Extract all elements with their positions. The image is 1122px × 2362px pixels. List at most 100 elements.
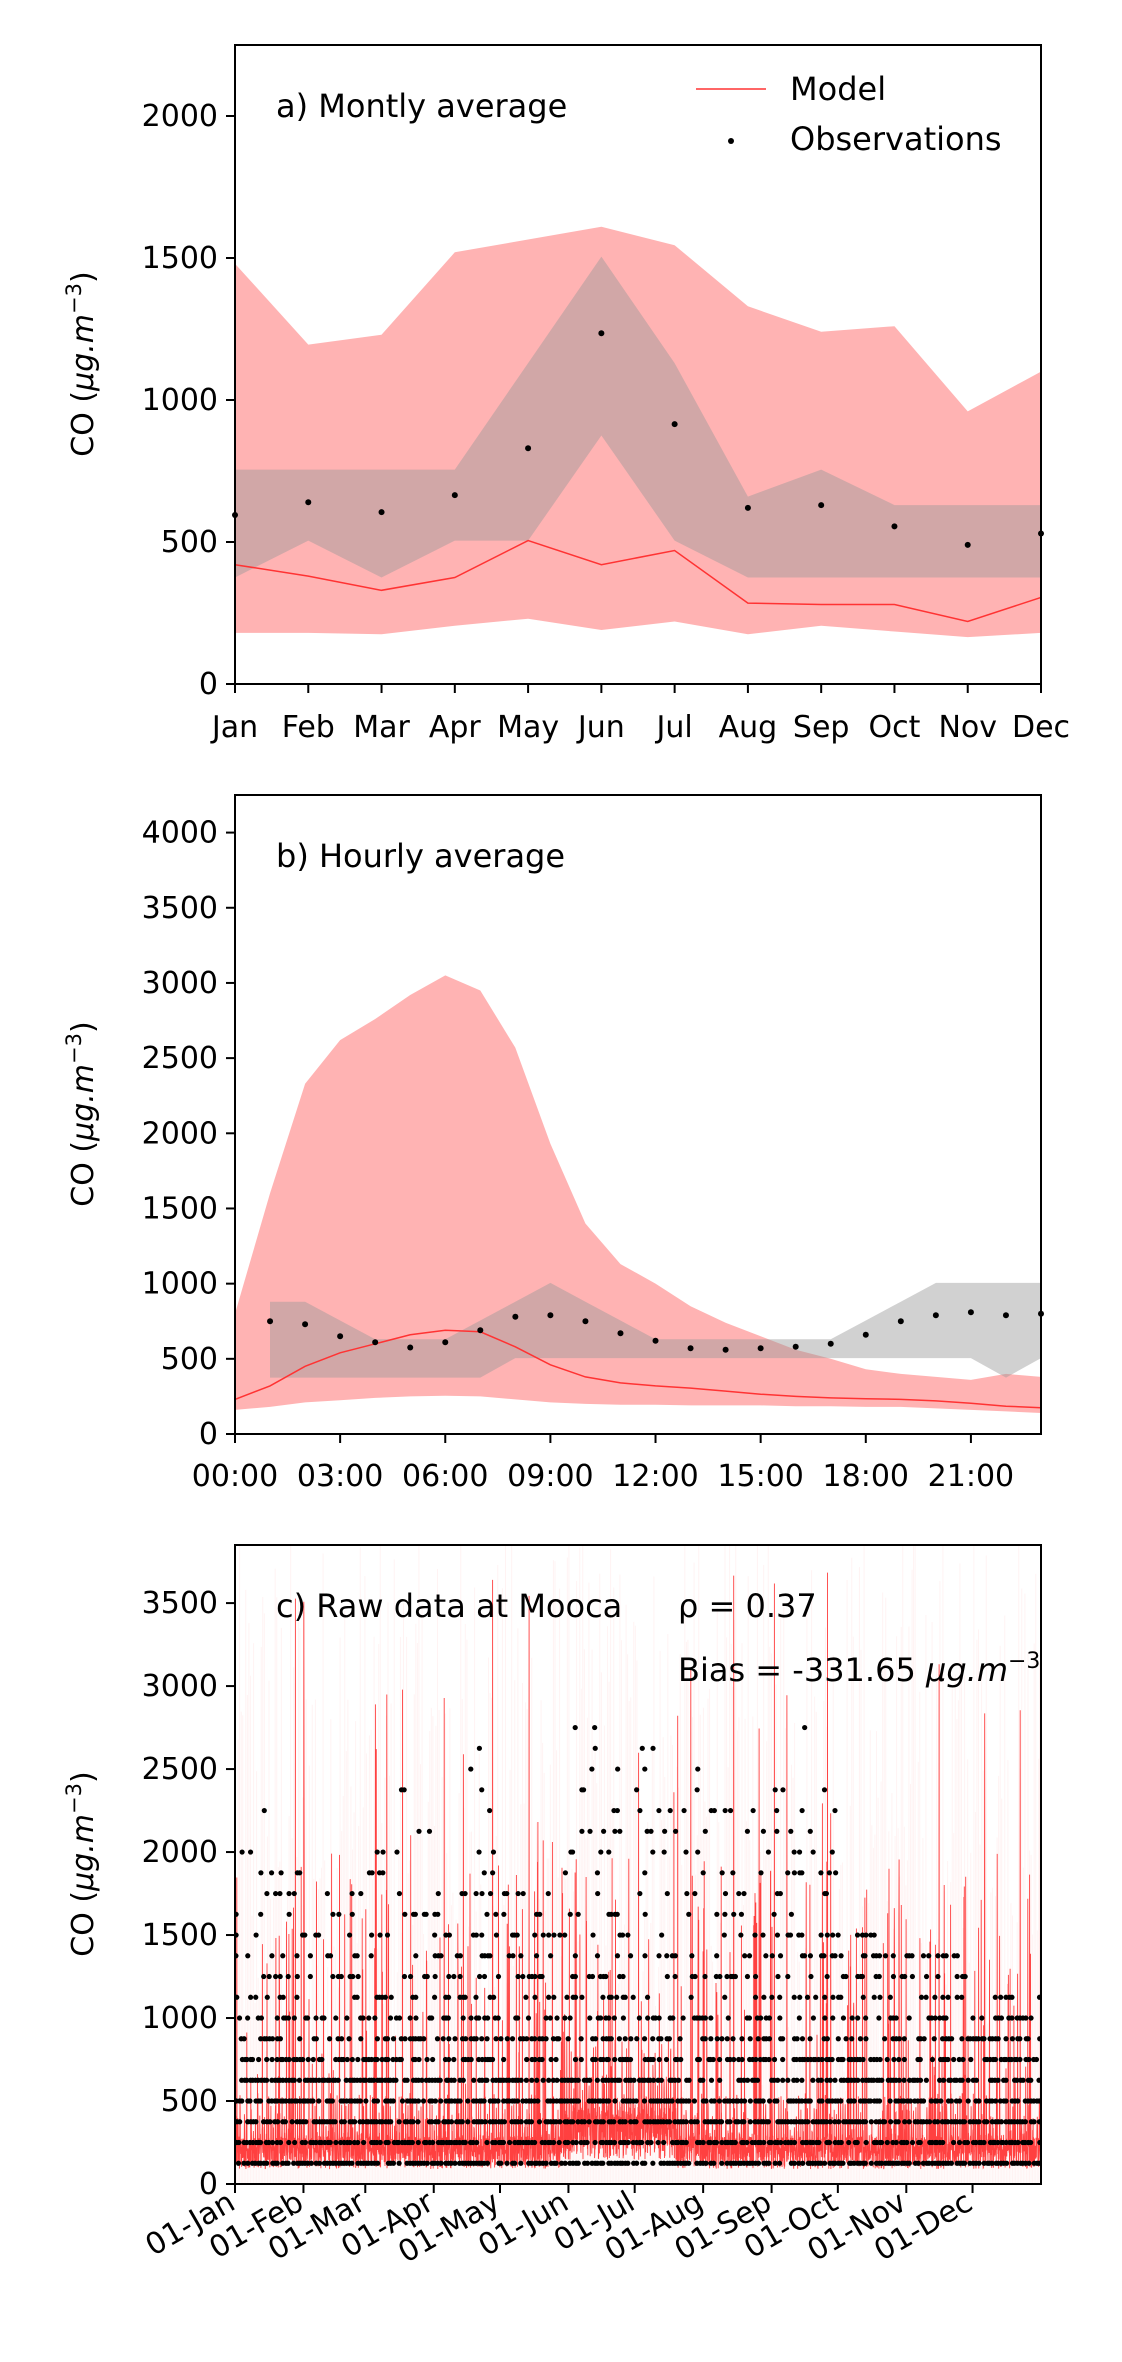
observation-point xyxy=(755,2160,762,2166)
observation-point xyxy=(760,1828,767,1834)
observation-point xyxy=(330,1973,336,1980)
observation-point xyxy=(714,1953,720,1959)
observation-point xyxy=(592,2139,598,2146)
observation-point xyxy=(407,2015,413,2021)
observation-point xyxy=(313,2015,319,2021)
observation-point xyxy=(727,2119,733,2125)
observation-point xyxy=(385,2139,391,2146)
y-tick-label: 2000 xyxy=(142,1116,218,1151)
observation-point xyxy=(833,1870,839,1876)
observation-point xyxy=(961,2119,968,2125)
observation-point xyxy=(727,1807,734,1814)
observation-point xyxy=(545,1890,551,1897)
observation-point xyxy=(822,2015,828,2021)
observation-point xyxy=(277,2139,284,2146)
observation-point xyxy=(236,2015,243,2021)
observation-point xyxy=(419,2077,425,2083)
observation-point xyxy=(769,1994,775,2000)
observation-point xyxy=(550,2139,557,2146)
observation-point xyxy=(476,2015,482,2021)
observation-point xyxy=(909,2139,916,2146)
observation-point xyxy=(402,1911,408,1917)
x-tick-label: 09:00 xyxy=(507,1459,593,1494)
observation-point xyxy=(951,2056,957,2063)
observation-point xyxy=(241,2036,247,2042)
observation-point xyxy=(768,2139,774,2146)
observation-point xyxy=(244,2056,250,2063)
observation-point xyxy=(567,1911,573,1917)
observation-point xyxy=(964,541,971,548)
observation-point xyxy=(273,1973,279,1980)
observation-point xyxy=(592,1745,598,1751)
y-tick-label: 1000 xyxy=(142,1267,218,1302)
observation-point xyxy=(738,1932,744,1938)
observation-point xyxy=(799,1807,805,1814)
observation-point xyxy=(625,1932,631,1938)
observation-point xyxy=(902,2119,908,2125)
y-tick-label: 1000 xyxy=(142,2001,218,2036)
observation-point xyxy=(440,2036,446,2042)
observation-point xyxy=(477,1327,484,1334)
y-tick-label: 2500 xyxy=(142,1041,218,1076)
ylabel-exponent: −3 xyxy=(62,1783,86,1814)
observation-point xyxy=(882,2036,888,2042)
observation-point xyxy=(810,2015,817,2021)
observation-point xyxy=(851,2160,857,2166)
observation-point xyxy=(536,2119,543,2125)
observation-point xyxy=(501,2056,507,2063)
observation-point xyxy=(506,2077,512,2083)
observation-point xyxy=(457,1973,463,1980)
observation-point xyxy=(445,1994,452,2000)
observation-point xyxy=(838,2098,844,2104)
observation-point xyxy=(713,2119,719,2125)
observation-point xyxy=(692,1973,698,1980)
observation-point xyxy=(876,1953,883,1959)
observation-point xyxy=(524,2036,530,2042)
observation-point xyxy=(998,2119,1005,2125)
observation-point xyxy=(249,2056,256,2063)
observation-point xyxy=(774,1932,781,1938)
observation-point xyxy=(558,2160,565,2166)
observation-point xyxy=(862,2160,868,2166)
observation-point xyxy=(278,1870,284,1876)
observation-point xyxy=(923,1973,930,1980)
observation-point xyxy=(388,2119,394,2125)
observation-point xyxy=(684,1890,690,1897)
observation-point xyxy=(379,2119,385,2125)
observation-point xyxy=(645,2015,651,2021)
observation-point xyxy=(823,2119,830,2125)
observation-point xyxy=(642,1953,648,1959)
observation-point xyxy=(600,1994,606,2000)
observation-point xyxy=(390,2160,397,2166)
observation-point xyxy=(780,1787,786,1793)
observation-point xyxy=(415,2098,422,2104)
observation-point xyxy=(501,1911,507,1917)
observation-point xyxy=(462,1994,468,2000)
observation-point xyxy=(771,1911,777,1917)
observation-point xyxy=(580,1787,587,1793)
observation-point xyxy=(804,1994,811,2000)
x-tick-label: Jan xyxy=(210,710,258,745)
observation-point xyxy=(829,1849,835,1855)
observation-point xyxy=(863,1932,869,1938)
observation-point xyxy=(510,1953,516,1959)
observation-point xyxy=(332,2119,338,2125)
observation-point xyxy=(532,2056,538,2063)
observation-point xyxy=(518,2077,524,2083)
observation-point xyxy=(663,2056,670,2063)
observation-point xyxy=(920,2098,927,2104)
observation-point xyxy=(725,2015,731,2021)
observation-point xyxy=(446,1973,452,1980)
observation-point xyxy=(399,2098,406,2104)
observation-point xyxy=(921,2036,927,2042)
observation-point xyxy=(799,1870,805,1876)
observation-point xyxy=(879,2160,885,2166)
observation-point xyxy=(954,1953,960,1959)
observation-point xyxy=(366,2015,372,2021)
y-tick-label: 500 xyxy=(161,2084,218,2119)
observation-point xyxy=(473,1994,479,2000)
observation-point xyxy=(269,1953,275,1959)
observation-point xyxy=(719,1870,725,1876)
observation-point xyxy=(451,2056,457,2063)
observation-point xyxy=(656,1807,662,1814)
